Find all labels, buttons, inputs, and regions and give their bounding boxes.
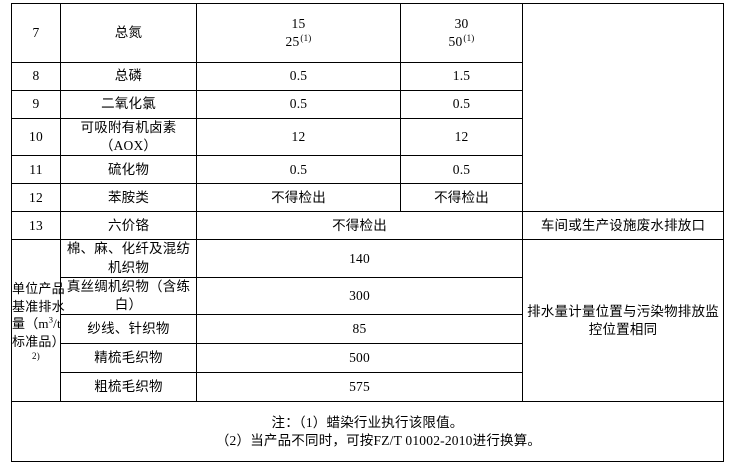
standard-table-container: 7 总氮 15 25(1) 30 50(1) 8 总磷 0.5 1.5 <box>10 2 725 462</box>
table-row: 12 苯胺类 不得检出 不得检出 <box>11 183 724 213</box>
pollutant-name: 总磷 <box>60 62 197 91</box>
row-number: 9 <box>11 90 61 119</box>
table-row: 7 总氮 15 25(1) 30 50(1) <box>11 2 725 213</box>
row-number: 8 <box>11 62 61 91</box>
base-water-header-line1: 单位产品 <box>12 281 65 297</box>
pollutant-name: 可吸附有机卤素（AOX） <box>60 117 197 157</box>
pollutant-name: 总氮 <box>60 3 197 63</box>
base-water-value: 500 <box>195 343 524 374</box>
indirect-limit-primary: 30 <box>454 15 469 31</box>
pollutant-name: 二氧化氯 <box>60 90 197 119</box>
product-type: 粗梳毛织物 <box>60 372 197 403</box>
table-notes: 注：（1）蜡染行业执行该限值。 （2）当产品不同时，可按FZ/T 01002-2… <box>10 401 725 462</box>
base-water-header-line2: 基准排水 <box>12 298 65 314</box>
table-row: 纱线、针织物 85 <box>12 314 724 345</box>
product-type: 棉、麻、化纤及混纺机织物 <box>60 239 197 278</box>
direct-limit-value: 0.5 <box>195 62 402 91</box>
monitoring-location-blank <box>522 2 725 213</box>
table-row: 单位产品 基准排水 量（m3/t 标准品） 2) 棉、麻、化纤及混纺机织物 14… <box>11 239 725 403</box>
table-notes-row: 注：（1）蜡染行业执行该限值。 （2）当产品不同时，可按FZ/T 01002-2… <box>10 401 725 462</box>
row-number: 7 <box>11 3 61 63</box>
base-water-value: 300 <box>195 276 524 316</box>
direct-limit-value: 15 25(1) <box>195 3 402 63</box>
indirect-limit-value: 0.5 <box>400 90 524 119</box>
base-water-value: 140 <box>195 239 524 278</box>
superscript-3: 3 <box>48 315 54 326</box>
pollutant-limits-table: 7 总氮 15 25(1) 30 50(1) 8 总磷 0.5 1.5 <box>10 2 725 462</box>
footnote-marker: (1) <box>300 32 312 43</box>
row-number: 12 <box>11 183 61 213</box>
footnote-marker: (1) <box>463 32 475 43</box>
indirect-limit-secondary: 50(1) <box>448 32 475 49</box>
row-number: 11 <box>11 155 61 185</box>
table-row: 10 可吸附有机卤素（AOX） 12 12 <box>11 117 724 157</box>
indirect-limit-value: 1.5 <box>400 62 524 91</box>
indirect-limit-value: 30 50(1) <box>400 3 524 63</box>
base-water-header: 单位产品 基准排水 量（m3/t 标准品） 2) <box>11 239 65 403</box>
indirect-limit-value: 不得检出 <box>400 183 524 213</box>
table-row: 11 硫化物 0.5 0.5 <box>11 155 724 185</box>
note-line-1: 注：（1）蜡染行业执行该限值。 <box>271 414 464 430</box>
table-row: 真丝绸机织物（含练白） 300 <box>12 276 724 316</box>
pollutant-name: 苯胺类 <box>60 183 197 213</box>
direct-limit-value: 12 <box>195 117 402 157</box>
direct-limit-value: 0.5 <box>195 155 402 185</box>
direct-limit-value: 0.5 <box>195 90 402 119</box>
direct-limit-secondary: 25(1) <box>285 32 312 49</box>
table-row: 9 二氧化氯 0.5 0.5 <box>11 90 724 119</box>
product-type: 真丝绸机织物（含练白） <box>60 276 197 316</box>
table-row: 13 六价铬 不得检出 车间或生产设施废水排放口 <box>11 211 725 241</box>
table-row: 精梳毛织物 500 <box>12 343 724 374</box>
base-water-value: 575 <box>195 372 524 403</box>
monitoring-location: 车间或生产设施废水排放口 <box>522 211 725 241</box>
footnote-marker-2: 2) <box>32 350 40 361</box>
base-water-header-line3: 量（m3/t <box>12 315 61 332</box>
note-line-2: （2）当产品不同时，可按FZ/T 01002-2010进行换算。 <box>215 432 542 448</box>
row-number: 13 <box>11 211 61 241</box>
base-water-location: 排水量计量位置与污染物排放监控位置相同 <box>522 239 725 403</box>
product-type: 精梳毛织物 <box>60 343 197 374</box>
direct-limit-primary: 15 <box>291 15 306 31</box>
product-type: 纱线、针织物 <box>60 314 197 345</box>
pollutant-name: 六价铬 <box>60 211 197 241</box>
merged-limit-value: 不得检出 <box>195 211 524 241</box>
row-number: 10 <box>11 117 61 157</box>
base-water-value: 85 <box>195 314 524 345</box>
direct-limit-value: 不得检出 <box>195 183 402 213</box>
indirect-limit-value: 0.5 <box>400 155 524 185</box>
pollutant-name: 硫化物 <box>60 155 197 185</box>
base-water-header-line4: 标准品） <box>12 334 65 350</box>
table-row: 粗梳毛织物 575 <box>12 372 724 403</box>
indirect-limit-value: 12 <box>400 117 524 157</box>
